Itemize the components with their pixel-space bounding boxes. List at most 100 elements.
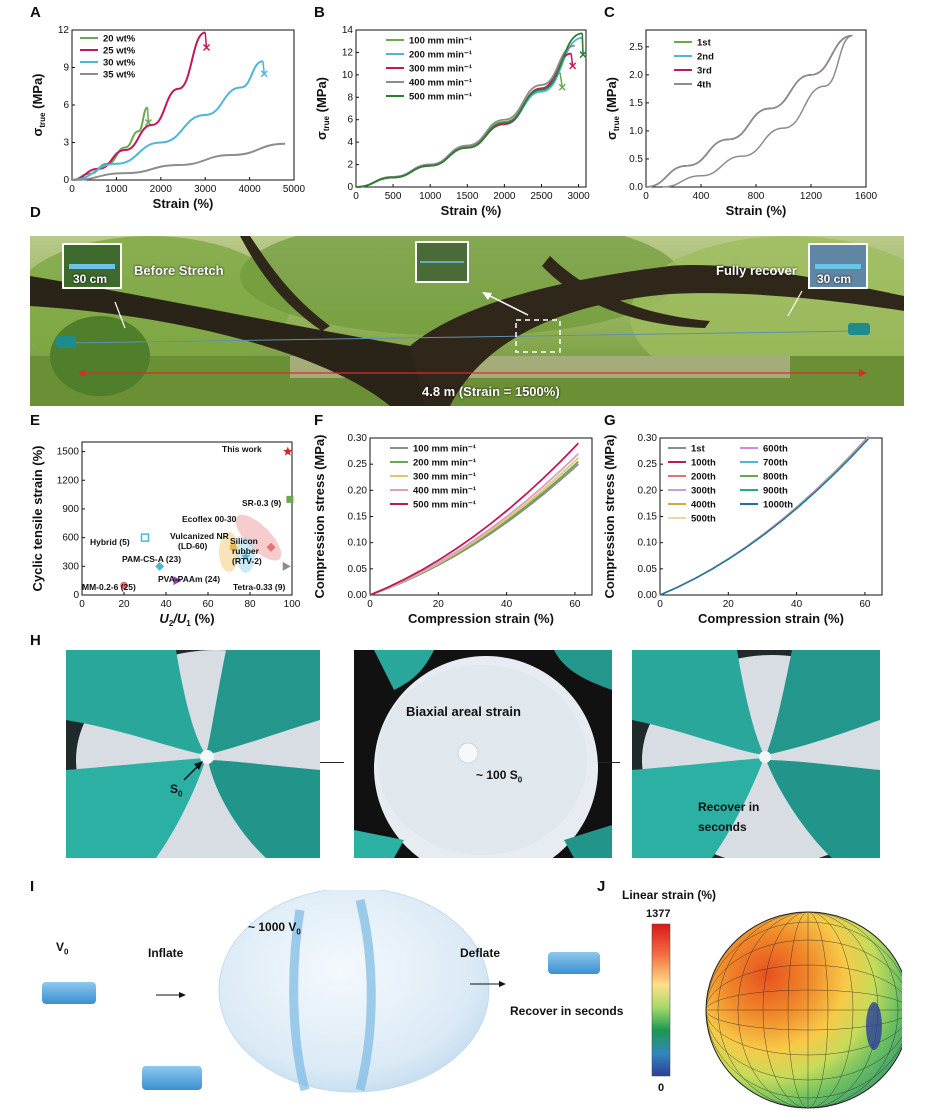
chart-g-compression-cycles: 0 20 40 60 0.00 0.05 0.10 0.15 0.20 0.25 0.30 Compr… bbox=[604, 433, 883, 626]
scatter-point bbox=[241, 551, 251, 561]
y-tick-label: 0.05 bbox=[348, 564, 368, 575]
x-tick-label: 40 bbox=[791, 599, 803, 610]
photo-h-stretched-scene bbox=[354, 650, 612, 858]
y-tick-label: 6 bbox=[63, 100, 69, 111]
label-deflate: Deflate bbox=[460, 946, 501, 960]
x-tick-label: 20 bbox=[723, 599, 735, 610]
y-tick-label: 0.30 bbox=[638, 433, 658, 444]
y-tick-label: 0.00 bbox=[638, 590, 658, 601]
series-drop bbox=[559, 72, 563, 88]
x-tick-label: 1600 bbox=[855, 191, 878, 202]
label-1000v0: ~ 1000 V0 bbox=[248, 920, 301, 937]
series-line bbox=[645, 34, 853, 188]
y-tick-label: 0.20 bbox=[348, 485, 368, 496]
series-line bbox=[71, 60, 264, 181]
legend-label: 900th bbox=[763, 486, 788, 497]
legend-label: 500 mm min⁻¹ bbox=[409, 92, 472, 103]
x-axis-label: Strain (%) bbox=[441, 203, 502, 218]
y-tick-label: 0.20 bbox=[638, 485, 658, 496]
cluster-ellipse bbox=[219, 531, 239, 572]
point-label: MM-0.2-6 (25) bbox=[82, 582, 136, 592]
photo-d-scene bbox=[30, 236, 904, 406]
photo-h-recovered: Recover in seconds bbox=[632, 650, 880, 858]
label-s0: S0 bbox=[170, 782, 183, 799]
y-tick-label: 12 bbox=[58, 25, 70, 36]
y-tick-label: 3 bbox=[63, 138, 69, 149]
y-tick-label: 0.0 bbox=[629, 182, 643, 193]
legend-label: 2nd bbox=[697, 52, 714, 63]
legend-label: 4th bbox=[697, 80, 711, 91]
legend-label: 200th bbox=[691, 472, 716, 483]
point-label: Tetra-0.33 (9) bbox=[233, 582, 285, 592]
legend-label: 600th bbox=[763, 444, 788, 455]
photo-h-before-scene bbox=[66, 650, 320, 858]
legend-label: 100 mm min⁻¹ bbox=[413, 444, 476, 455]
x-tick-label: 2500 bbox=[530, 191, 553, 202]
legend-label: 800th bbox=[763, 472, 788, 483]
legend-label: 700th bbox=[763, 458, 788, 469]
scatter-point bbox=[282, 561, 291, 571]
series-line bbox=[355, 32, 583, 188]
legend-label: 300 mm min⁻¹ bbox=[413, 472, 476, 483]
fracture-mark bbox=[144, 119, 152, 126]
label-before-stretch: Before Stretch bbox=[134, 263, 224, 278]
x-axis-label: Compression strain (%) bbox=[698, 611, 844, 626]
x-tick-label: 3000 bbox=[194, 184, 217, 195]
label-scale-right: 30 cm bbox=[817, 272, 852, 286]
point-label: PAM-CS-A (23) bbox=[122, 554, 181, 564]
legend-label: 200 mm min⁻¹ bbox=[413, 458, 476, 469]
x-tick-label: 0 bbox=[657, 599, 663, 610]
legend-label: 500th bbox=[691, 514, 716, 525]
series-drop bbox=[262, 61, 265, 74]
y-axis-label: Cyclic tensile strain (%) bbox=[30, 446, 45, 592]
y-tick-label: 1.5 bbox=[629, 98, 643, 109]
point-label: Vulcanized NR bbox=[170, 531, 229, 541]
y-tick-label: 0 bbox=[63, 175, 69, 186]
legend-label: 1st bbox=[691, 444, 706, 455]
y-axis-label: σtrue (MPa) bbox=[30, 73, 47, 136]
panel-i-scene bbox=[42, 890, 600, 1093]
photo-h-before: S0 bbox=[66, 650, 320, 858]
plot-frame bbox=[81, 441, 293, 596]
panel-i: V0 Inflate ~ 1000 V0 Deflate Recover in … bbox=[30, 890, 623, 1110]
panel-label-i: I bbox=[30, 878, 35, 895]
point-label: PVA-PAAm (24) bbox=[158, 574, 220, 584]
photo-h-stretched: Biaxial areal strain ~ 100 S0 bbox=[354, 650, 612, 858]
series-line bbox=[659, 438, 869, 596]
y-tick-label: 0.15 bbox=[348, 512, 368, 523]
scatter-point bbox=[140, 533, 150, 542]
y-tick-label: 0.10 bbox=[348, 538, 368, 549]
legend-label: 500 mm min⁻¹ bbox=[413, 500, 476, 511]
legend-label: 3rd bbox=[697, 66, 712, 77]
point-label: (RTV-2) bbox=[232, 556, 262, 566]
fracture-mark bbox=[558, 83, 566, 91]
y-axis-label: σtrue (MPa) bbox=[314, 77, 331, 140]
point-label: This work bbox=[222, 444, 262, 454]
panel-label-c: C bbox=[604, 4, 615, 21]
y-axis-label: Compression stress (MPa) bbox=[604, 435, 617, 599]
y-tick-label: 10 bbox=[342, 70, 354, 81]
fracture-mark bbox=[260, 70, 268, 78]
strain-sphere bbox=[651, 911, 902, 1109]
y-tick-label: 0.30 bbox=[348, 433, 368, 444]
point-label: Hybrid (5) bbox=[90, 537, 130, 547]
y-axis-label: σtrue (MPa) bbox=[604, 77, 621, 140]
series-line bbox=[645, 34, 853, 188]
x-axis-label: Strain (%) bbox=[726, 203, 787, 218]
point-label: SR-0.3 (9) bbox=[242, 498, 281, 508]
y-tick-label: 0.00 bbox=[348, 590, 368, 601]
scatter-point bbox=[173, 576, 182, 586]
fracture-mark bbox=[579, 51, 587, 59]
x-tick-label: 40 bbox=[160, 599, 172, 610]
x-tick-label: 0 bbox=[367, 599, 373, 610]
x-tick-label: 0 bbox=[79, 599, 85, 610]
chart-c-cyclic: 0 400 800 1200 1600 0.0 0.5 1.0 1.5 2.0 2.5 Strain … bbox=[604, 29, 878, 218]
y-tick-label: 0.10 bbox=[638, 538, 658, 549]
x-tick-label: 0 bbox=[353, 191, 359, 202]
series-line bbox=[71, 31, 206, 181]
photo-d-tree-stretch: 30 cm Before Stretch Fully recover 30 cm… bbox=[30, 236, 904, 406]
x-tick-label: 500 bbox=[385, 191, 402, 202]
arrow-h2 bbox=[598, 762, 620, 763]
chart-e-scatter: 0 20 40 60 80 100 0 300 600 900 1200 1500 Cyclic ten… bbox=[30, 441, 300, 628]
scatter-point bbox=[266, 542, 276, 552]
